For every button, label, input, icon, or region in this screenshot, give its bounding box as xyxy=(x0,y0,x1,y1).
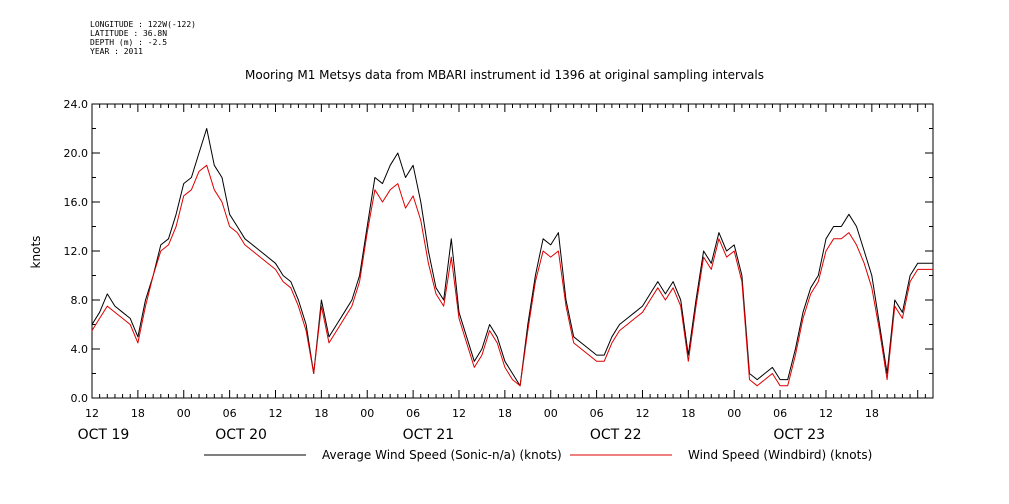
x-tick-label: 06 xyxy=(773,407,787,420)
x-day-label: OCT 21 xyxy=(403,427,455,443)
legend-label-windbird: Wind Speed (Windbird) (knots) xyxy=(688,448,872,462)
year-label: YEAR : 2011 xyxy=(90,47,143,56)
x-tick-label: 12 xyxy=(268,407,282,420)
x-tick-label: 12 xyxy=(819,407,833,420)
y-tick-label: 0.0 xyxy=(71,392,89,405)
x-tick-label: 06 xyxy=(590,407,604,420)
x-tick-label: 12 xyxy=(452,407,466,420)
x-tick-label: 18 xyxy=(865,407,879,420)
series-line-windbird xyxy=(91,164,933,387)
y-axis-label: knots xyxy=(29,236,43,269)
x-tick-label: 00 xyxy=(727,407,741,420)
x-tick-label: 06 xyxy=(223,407,237,420)
x-tick-label: 06 xyxy=(406,407,420,420)
chart-title: Mooring M1 Metsys data from MBARI instru… xyxy=(245,68,764,82)
x-tick-label: 18 xyxy=(131,407,145,420)
plot-area: 0.0 4.0 8.0 12.0 16.0 20.0 24.0 12 18 00 06 12 18 00 0… xyxy=(64,98,934,443)
metadata-block: LONGITUDE : 122W(-122) LATITUDE : 36.8N … xyxy=(90,20,196,56)
legend-label-sonic: Average Wind Speed (Sonic-n/a) (knots) xyxy=(322,448,562,462)
x-tick-label: 00 xyxy=(544,407,558,420)
x-tick-label: 18 xyxy=(314,407,328,420)
x-tick-label: 00 xyxy=(360,407,374,420)
y-tick-label: 8.0 xyxy=(71,294,89,307)
x-tick-label: 12 xyxy=(635,407,649,420)
x-day-label: OCT 22 xyxy=(590,427,642,443)
y-tick-label: 20.0 xyxy=(64,147,89,160)
series-line-sonic xyxy=(91,128,933,387)
x-tick-label: 18 xyxy=(681,407,695,420)
y-tick-label: 4.0 xyxy=(71,343,89,356)
y-tick-label: 24.0 xyxy=(64,98,89,111)
y-tick-label: 12.0 xyxy=(64,245,89,258)
x-tick-label: 00 xyxy=(177,407,191,420)
legend: Average Wind Speed (Sonic-n/a) (knots) W… xyxy=(204,448,872,462)
depth-label: DEPTH (m) : -2.5 xyxy=(90,38,168,47)
latitude-label: LATITUDE : 36.8N xyxy=(90,29,168,38)
x-day-label: OCT 19 xyxy=(78,427,130,443)
x-tick-label: 12 xyxy=(85,407,99,420)
x-day-label: OCT 23 xyxy=(773,427,825,443)
longitude-label: LONGITUDE : 122W(-122) xyxy=(90,20,196,29)
x-tick-label: 18 xyxy=(498,407,512,420)
y-tick-label: 16.0 xyxy=(64,196,89,209)
x-day-label: OCT 20 xyxy=(215,427,267,443)
plot-frame xyxy=(91,103,934,399)
